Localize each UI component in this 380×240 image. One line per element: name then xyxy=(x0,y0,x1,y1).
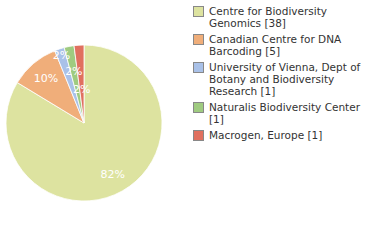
legend-swatch xyxy=(193,130,204,141)
legend-swatch xyxy=(193,34,204,45)
legend-entry: Canadian Centre for DNA Barcoding [5] xyxy=(193,33,371,57)
slice-label: 10% xyxy=(34,72,58,85)
legend-entry: Macrogen, Europe [1] xyxy=(193,129,371,141)
legend-entry: University of Vienna, Dept of Botany and… xyxy=(193,61,371,97)
slice xyxy=(6,45,162,201)
slices xyxy=(6,45,162,201)
legend: Centre for Biodiversity Genomics [38] Can… xyxy=(193,5,371,145)
slice-label: 2% xyxy=(73,83,90,96)
legend-label: Canadian Centre for DNA Barcoding [5] xyxy=(209,33,341,57)
legend-entry: Naturalis Biodiversity Center [1] xyxy=(193,101,371,125)
slice-label: 82% xyxy=(100,168,124,181)
slice-label: 2% xyxy=(53,49,70,62)
legend-swatch xyxy=(193,102,204,113)
legend-label: Centre for Biodiversity Genomics [38] xyxy=(209,5,327,29)
slice-labels: 82% 10% 2% 2% 2% xyxy=(34,49,125,181)
legend-swatch xyxy=(193,62,204,73)
legend-label: University of Vienna, Dept of Botany and… xyxy=(209,61,360,97)
slice-label: 2% xyxy=(65,65,82,78)
legend-entry: Centre for Biodiversity Genomics [38] xyxy=(193,5,371,29)
legend-label: Naturalis Biodiversity Center [1] xyxy=(209,101,360,125)
legend-label: Macrogen, Europe [1] xyxy=(209,129,322,141)
legend-swatch xyxy=(193,6,204,17)
